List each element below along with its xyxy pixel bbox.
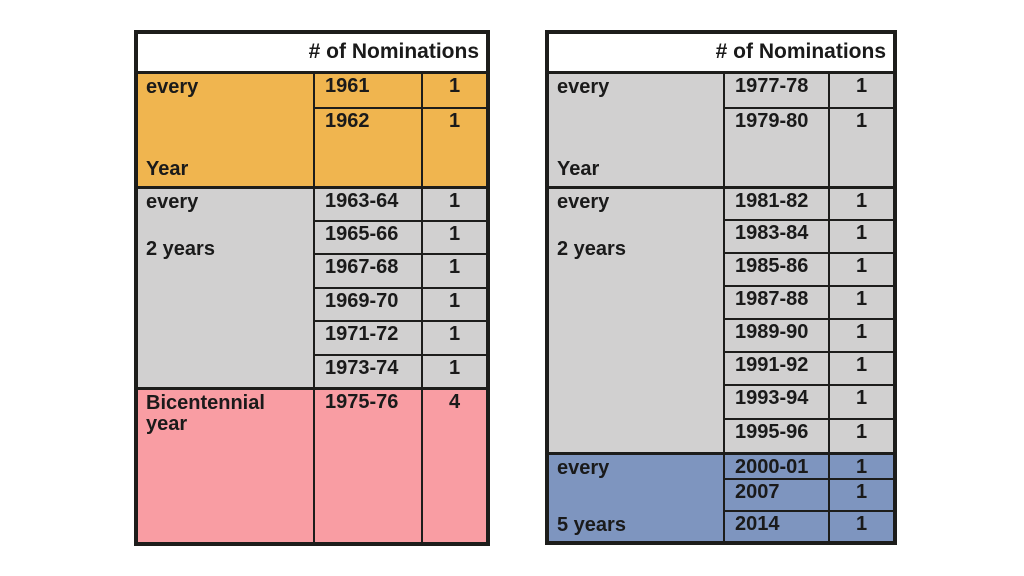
row-group-label-every-2-years: every 2 years [135, 185, 315, 389]
year-cell: 1987-88 [723, 285, 830, 320]
value-cell: 1 [421, 185, 489, 222]
label-top: every [557, 190, 610, 213]
value-cell: 1 [828, 351, 896, 386]
year-cell: 2000-01 [723, 451, 830, 481]
row-group-label-every-5-years: every 5 years [546, 451, 725, 545]
value-cell: 1 [828, 510, 896, 545]
label-top: every [146, 190, 199, 213]
value-cell: 1 [828, 185, 896, 221]
year-cell: 1965-66 [313, 220, 423, 255]
value-cell: 1 [828, 384, 896, 420]
value-cell: 1 [421, 354, 489, 389]
year-cell: 1989-90 [723, 318, 830, 353]
year-cell: 1979-80 [723, 107, 830, 188]
year-cell: 1975-76 [313, 386, 423, 545]
nominations-table-left: # of Nominations every Year 1961 1 1962 … [134, 30, 490, 546]
value-cell: 1 [421, 253, 489, 289]
label-bottom: Year [146, 157, 189, 180]
label-top: every [557, 75, 610, 98]
label-top: every [557, 456, 610, 479]
label-top: every [146, 75, 199, 98]
label-bottom: Year [557, 157, 600, 180]
label-bottom: 5 years [557, 513, 626, 536]
value-cell: 1 [828, 252, 896, 287]
label-bottom: 2 years [146, 238, 215, 261]
row-group-label-every-2-years: every 2 years [546, 185, 725, 454]
row-group-label-every-year: every Year [135, 70, 315, 188]
value-cell: 1 [828, 418, 896, 454]
table-header: # of Nominations [135, 31, 489, 73]
year-cell: 1991-92 [723, 351, 830, 386]
row-group-label-bicentennial-year: Bicentennial year [135, 386, 315, 545]
year-cell: 1962 [313, 107, 423, 188]
year-cell: 1973-74 [313, 354, 423, 389]
value-cell: 1 [828, 318, 896, 353]
value-cell: 4 [421, 386, 489, 545]
year-cell: 1961 [313, 70, 423, 109]
year-cell: 1985-86 [723, 252, 830, 287]
year-cell: 1977-78 [723, 70, 830, 109]
year-cell: 1983-84 [723, 219, 830, 254]
nominations-table-right: # of Nominations every Year 1977-78 1 19… [545, 30, 897, 546]
year-cell: 2007 [723, 478, 830, 513]
year-cell: 1967-68 [313, 253, 423, 289]
year-cell: 1993-94 [723, 384, 830, 420]
table-header: # of Nominations [546, 31, 896, 73]
value-cell: 1 [828, 285, 896, 320]
value-cell: 1 [421, 70, 489, 109]
value-cell: 1 [828, 451, 896, 481]
year-cell: 2014 [723, 510, 830, 545]
year-cell: 1981-82 [723, 185, 830, 221]
label-bottom: 2 years [557, 238, 626, 261]
year-cell: 1963-64 [313, 185, 423, 222]
value-cell: 1 [421, 107, 489, 188]
value-cell: 1 [828, 219, 896, 254]
year-cell: 1995-96 [723, 418, 830, 454]
row-group-label-every-year: every Year [546, 70, 725, 188]
value-cell: 1 [421, 287, 489, 322]
label-top: Bicentennial year [146, 391, 265, 436]
value-cell: 1 [828, 478, 896, 513]
year-cell: 1971-72 [313, 320, 423, 356]
year-cell: 1969-70 [313, 287, 423, 322]
value-cell: 1 [421, 220, 489, 255]
value-cell: 1 [421, 320, 489, 356]
value-cell: 1 [828, 107, 896, 188]
value-cell: 1 [828, 70, 896, 109]
